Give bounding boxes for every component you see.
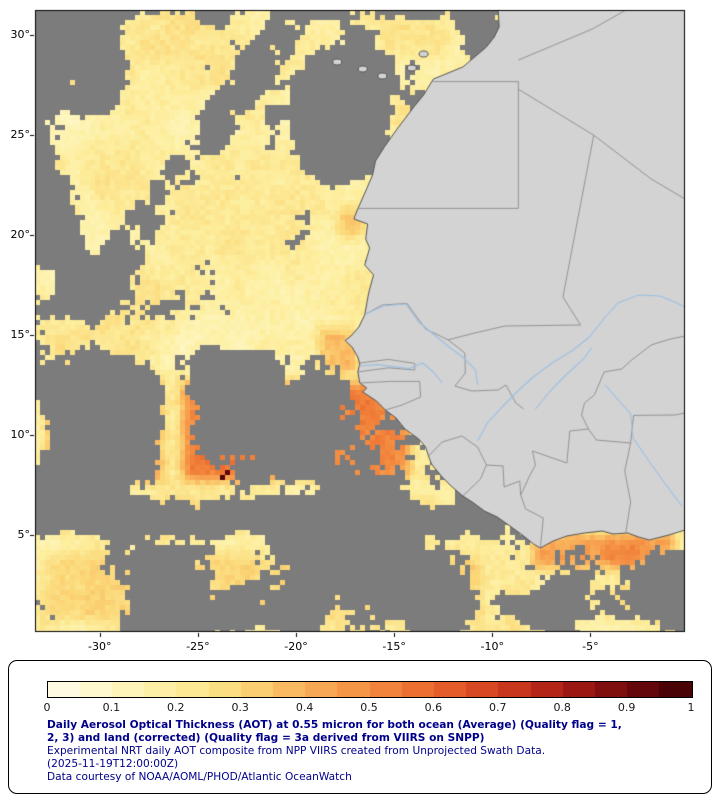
lat-tick-label: 20° [10,228,31,241]
lat-tick-label: 10° [10,428,31,441]
lat-tick-label: 25° [10,128,31,141]
lon-tick-label: -15° [382,640,406,653]
lon-tick-label: -25° [186,640,210,653]
lat-tick-label: 15° [10,328,31,341]
legend-timestamp: (2025-11-19T12:00:00Z) [47,758,179,770]
lon-tick-label: -10° [480,640,504,653]
colorbar-tick-label: 0.2 [167,701,185,714]
legend-note-line: Experimental NRT daily AOT composite fro… [47,745,546,757]
legend-credit: Data courtesy of NOAA/AOML/PHOD/Atlantic… [47,771,352,783]
colorbar-tick-label: 0.8 [553,701,571,714]
colorbar-tick-label: 0.5 [360,701,378,714]
lon-tick-label: -20° [284,640,308,653]
colorbar-tick-label: 0.4 [295,701,314,714]
colorbar [47,681,693,698]
colorbar-tick-label: 0.9 [617,701,636,714]
lon-tick-label: -5° [582,640,599,653]
lat-tick-label: 5° [17,528,31,541]
legend-title-line-2: 2, 3) and land (corrected) (Quality flag… [47,732,485,744]
aot-map-canvas [0,0,720,656]
legend-panel: 0 0.1 0.2 0.3 0.4 0.5 0.6 0.7 0.8 0.9 1 Daily Aero… [8,660,712,794]
legend-title-line-1: Daily Aerosol Optical Thickness (AOT) at… [47,719,622,731]
lon-tick-label: -30° [88,640,112,653]
colorbar-tick-label: 1 [687,701,695,714]
colorbar-tick-labels: 0 0.1 0.2 0.3 0.4 0.5 0.6 0.7 0.8 0.9 1 [9,661,711,793]
colorbar-tick-label: 0.3 [231,701,249,714]
colorbar-tick-label: 0.6 [424,701,443,714]
lat-tick-label: 30° [10,28,31,41]
colorbar-tick-label: 0 [43,701,51,714]
colorbar-tick-label: 0.7 [489,701,507,714]
colorbar-tick-label: 0.1 [102,701,121,714]
legend-caption: Daily Aerosol Optical Thickness (AOT) at… [47,719,622,784]
